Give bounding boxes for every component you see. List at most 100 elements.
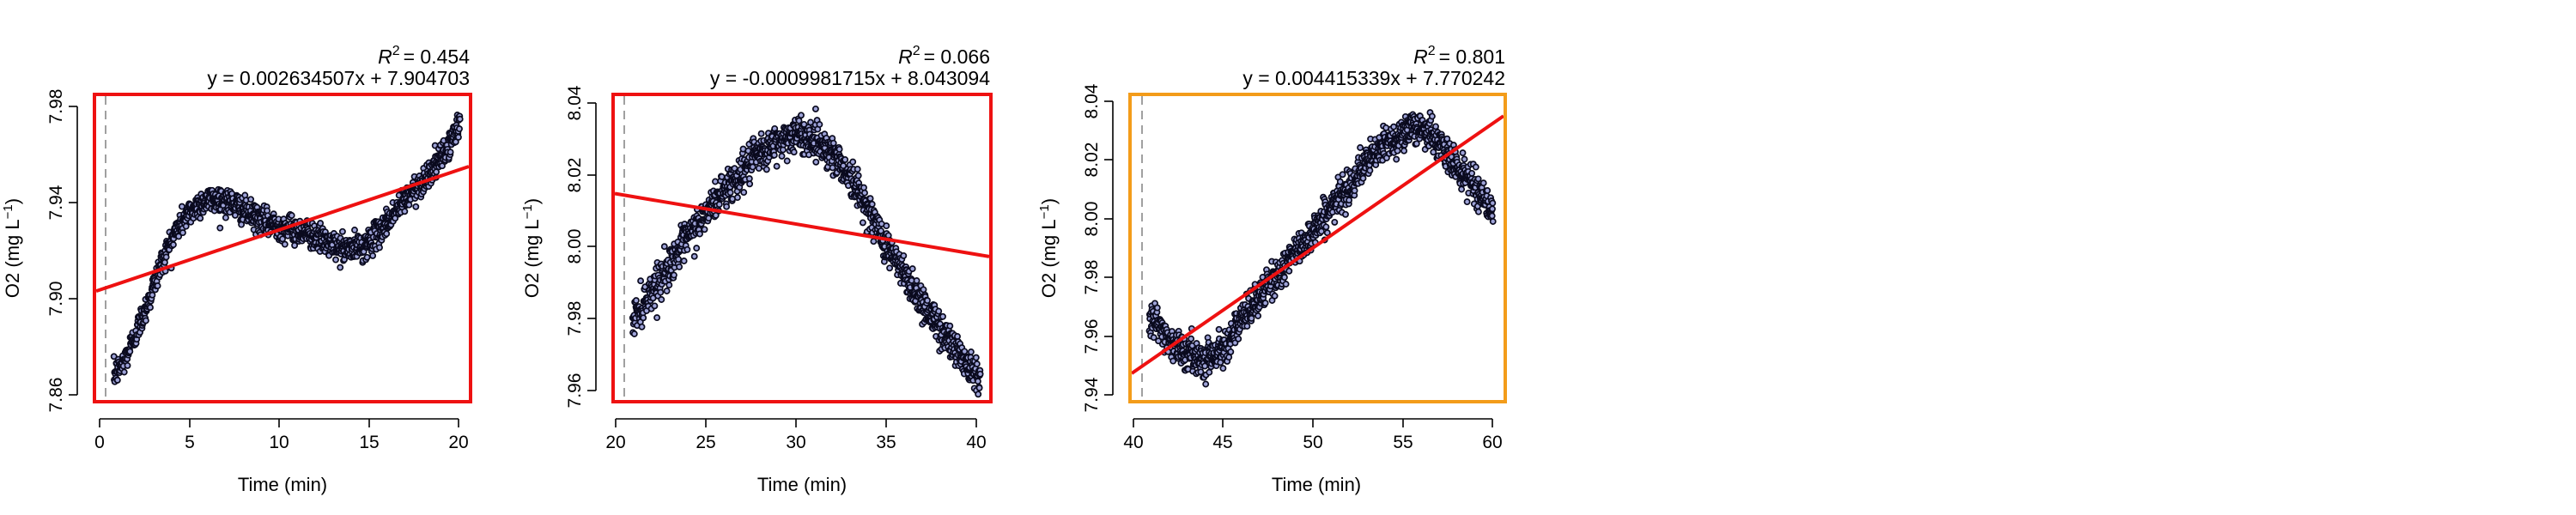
x-tick-label: 50 xyxy=(1303,433,1322,452)
data-point xyxy=(913,277,920,284)
y-axis-panel-3: 7.94 7.96 7.98 8.00 8.02 8.04 O2 (mg L−1… xyxy=(1037,83,1114,412)
data-point xyxy=(696,230,703,238)
data-point xyxy=(883,222,890,230)
x-axis-title: Time (min) xyxy=(757,474,847,495)
data-point xyxy=(718,173,726,180)
data-point xyxy=(790,148,798,156)
r2-annotation-panel-1: R2 = 0.454 xyxy=(378,44,470,68)
data-point xyxy=(456,125,463,133)
data-point xyxy=(651,302,659,310)
data-point xyxy=(835,145,843,153)
data-point xyxy=(660,243,668,251)
data-point xyxy=(337,264,344,271)
data-point xyxy=(288,212,295,219)
data-point xyxy=(147,304,154,312)
x-tick-label: 20 xyxy=(448,433,468,452)
equation-panel-3: y = 0.004415339x + 7.770242 xyxy=(1242,67,1505,89)
data-point xyxy=(675,256,683,264)
data-point xyxy=(841,156,849,163)
y-axis-title: O2 (mg L−1) xyxy=(1,198,23,298)
panel-3: R2 = 0.801 y = 0.004415339x + 7.770242 40… xyxy=(1037,44,1507,495)
y-axis-panel-2: 7.96 7.98 8.00 8.02 8.04 O2 (mg L−1) xyxy=(520,85,597,408)
data-point xyxy=(1271,292,1279,300)
data-point xyxy=(908,265,916,273)
data-point xyxy=(854,172,862,179)
data-point xyxy=(680,258,688,264)
data-point xyxy=(1479,179,1487,187)
data-point xyxy=(1461,155,1468,163)
data-point xyxy=(795,117,803,124)
data-point xyxy=(1463,198,1471,206)
data-point xyxy=(740,189,748,197)
data-point xyxy=(778,152,786,160)
data-point xyxy=(1339,171,1346,179)
data-point xyxy=(178,203,185,210)
data-point xyxy=(632,297,640,305)
data-point xyxy=(281,240,289,248)
data-point xyxy=(332,256,339,264)
data-point xyxy=(454,133,462,141)
data-point xyxy=(197,215,204,222)
data-point xyxy=(351,227,358,233)
equation-panel-2: y = -0.0009981715x + 8.043094 xyxy=(710,67,990,89)
data-point xyxy=(745,175,753,183)
data-point xyxy=(1428,112,1436,120)
data-point xyxy=(162,253,170,261)
data-point xyxy=(1285,267,1293,275)
data-point xyxy=(1458,185,1466,193)
data-point xyxy=(630,330,638,337)
data-point xyxy=(859,219,866,227)
data-point xyxy=(1227,348,1235,355)
y-tick-label: 8.04 xyxy=(565,85,585,120)
data-point xyxy=(1400,147,1408,154)
data-point xyxy=(935,307,943,315)
data-point xyxy=(161,258,168,266)
r2-superscript: 2 xyxy=(1428,44,1436,58)
data-point xyxy=(798,112,805,119)
panel-2: R2 = 0.066 y = -0.0009981715x + 8.043094 … xyxy=(520,44,993,495)
data-point xyxy=(401,208,409,215)
data-point xyxy=(860,184,867,191)
x-tick-label: 30 xyxy=(786,433,805,452)
data-point xyxy=(124,361,131,369)
data-point xyxy=(1351,187,1358,195)
x-tick-label: 35 xyxy=(876,433,896,452)
scatter-points-panel-1 xyxy=(110,112,464,385)
data-point xyxy=(231,211,239,219)
data-point xyxy=(762,166,770,173)
data-point xyxy=(1188,335,1195,342)
data-point xyxy=(247,196,255,203)
data-point xyxy=(175,233,183,240)
data-point xyxy=(1342,210,1349,218)
y-axis-title: O2 (mg L−1) xyxy=(1037,198,1060,298)
data-point xyxy=(900,251,908,259)
data-point xyxy=(1225,354,1233,361)
x-tick-label: 60 xyxy=(1482,433,1502,452)
data-point xyxy=(726,189,734,197)
x-axis-panel-1: 0 5 10 15 20 Time (min) xyxy=(94,418,469,495)
y-tick-label: 7.94 xyxy=(46,185,66,220)
x-tick-label: 55 xyxy=(1393,433,1413,452)
y-axis-panel-1: 7.86 7.90 7.94 7.98 O2 (mg L−1) xyxy=(1,89,78,412)
data-point xyxy=(773,162,781,170)
data-point xyxy=(338,227,346,235)
data-point xyxy=(770,151,778,159)
data-point xyxy=(1489,205,1496,213)
x-tick-label: 15 xyxy=(359,433,379,452)
plot-frame-panel-1 xyxy=(93,93,472,403)
data-point xyxy=(976,370,984,378)
data-point xyxy=(412,203,420,210)
data-point xyxy=(154,282,161,289)
data-point xyxy=(975,391,982,398)
data-point xyxy=(369,251,377,259)
data-point xyxy=(376,244,383,251)
data-point xyxy=(868,200,876,208)
data-point xyxy=(169,241,177,249)
data-point xyxy=(665,282,673,289)
r2-symbol: R xyxy=(898,45,913,68)
data-point xyxy=(924,297,931,305)
data-point xyxy=(973,360,981,367)
r2-superscript: 2 xyxy=(392,44,400,58)
y-tick-label: 8.02 xyxy=(1082,142,1102,178)
